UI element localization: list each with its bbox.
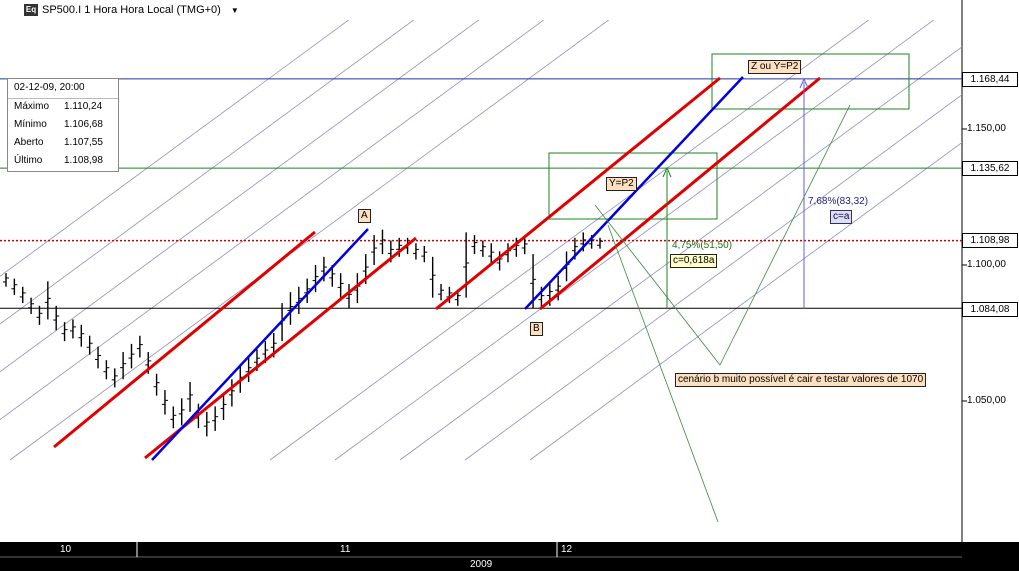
target-boxes	[548, 53, 910, 220]
scenario-line	[719, 104, 851, 366]
scenario-line	[594, 204, 721, 366]
trend-line	[151, 228, 369, 461]
channel-parallel-line	[9, 20, 610, 461]
ratio-label-0618: c=0,618a	[670, 254, 718, 268]
pct-label-1: 4,75%(51,50)	[672, 240, 733, 251]
wave-label-a: A	[358, 209, 371, 223]
channel-line	[53, 230, 316, 449]
ohlc-info-panel: 02-12-09, 20:00 Máximo 1.110,24 Mínimo 1.1…	[7, 78, 119, 172]
info-row-open: Aberto 1.107,55	[8, 135, 118, 153]
measurement-arrows	[594, 77, 851, 523]
price-marker-b: 1.084,08	[962, 302, 1018, 317]
y-tick-label: 1.050,00	[967, 395, 1006, 406]
channel-parallel-line	[0, 20, 350, 277]
trend-channels[interactable]	[53, 76, 821, 461]
x-tick-label: 10	[60, 544, 72, 555]
scenario-note: cenário b muito possível é cair e testar…	[675, 373, 927, 387]
target-label-y: Y=P2	[606, 177, 637, 191]
channel-parallel-lines	[0, 20, 962, 461]
trend-line	[524, 76, 744, 310]
arrow-head-z	[799, 77, 809, 89]
channel-parallel-line	[269, 20, 870, 461]
price-marker-last: 1.108,98	[962, 233, 1018, 248]
ratio-label-ca: c=a	[830, 210, 853, 224]
info-label: Máximo	[14, 101, 50, 112]
chart-title-bar[interactable]: Eq SP500.I 1 Hora Hora Local (TMG+0) ▼	[0, 0, 239, 20]
channel-line	[539, 76, 821, 311]
channel-parallel-line	[529, 141, 962, 461]
channel-parallel-line	[0, 20, 415, 325]
info-date: 02-12-09, 20:00	[8, 79, 118, 99]
info-value: 1.110,24	[64, 101, 103, 112]
channel-line	[435, 76, 721, 311]
channel-parallel-line	[0, 20, 545, 421]
channel-line	[144, 236, 417, 460]
channel-parallel-line	[464, 94, 962, 461]
info-row-last: Último 1.108,98	[8, 153, 118, 171]
arrow-head-y	[662, 166, 672, 178]
wave-label-b: B	[530, 322, 543, 336]
chart-title: SP500.I 1 Hora Hora Local (TMG+0)	[42, 4, 221, 16]
pct-label-2: 7,68%(83,32)	[808, 196, 869, 207]
equity-icon: Eq	[24, 4, 38, 16]
target-label-z: Z ou Y=P2	[748, 60, 802, 74]
info-row-min: Mínimo 1.106,68	[8, 117, 118, 135]
y-tick-label: 1.150,00	[967, 123, 1006, 134]
channel-parallel-line	[334, 20, 935, 461]
y-tick-label: 1.100,00	[967, 259, 1006, 270]
info-row-max: Máximo 1.110,24	[8, 99, 118, 117]
info-value: 1.107,55	[64, 137, 103, 148]
scenario-line	[607, 224, 719, 523]
price-level-lines	[0, 78, 962, 309]
price-marker-y: 1.135,62	[962, 161, 1018, 176]
y-axis-background	[962, 0, 1019, 542]
info-label: Mínimo	[14, 119, 47, 130]
x-tick-label: 11	[340, 544, 351, 555]
channel-parallel-line	[399, 46, 962, 461]
info-label: Último	[14, 155, 43, 166]
channel-parallel-line	[0, 20, 480, 373]
price-marker-z: 1.168,44	[962, 72, 1018, 87]
axis-tick-marks	[136, 128, 967, 557]
x-year-label: 2009	[470, 559, 493, 570]
info-label: Aberto	[14, 137, 44, 148]
info-value: 1.106,68	[64, 119, 103, 130]
target-box-y	[548, 152, 718, 220]
info-value: 1.108,98	[64, 155, 103, 166]
dropdown-arrow-icon[interactable]: ▼	[230, 5, 239, 15]
x-tick-label: 12	[561, 544, 573, 555]
target-box-z	[711, 53, 910, 110]
